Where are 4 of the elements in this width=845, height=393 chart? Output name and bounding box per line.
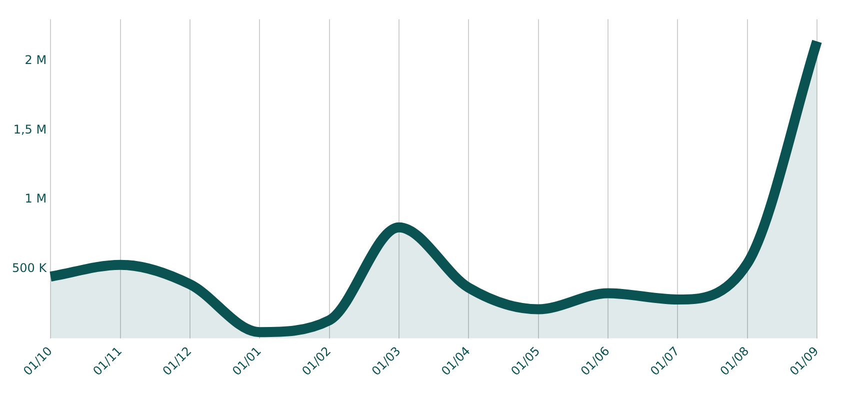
y-tick-label: 2 M [24,52,47,67]
y-tick-label: 1 M [24,192,47,206]
y-tick-label: 500 K [12,261,48,276]
y-tick-label: 1,5 M [13,122,47,136]
